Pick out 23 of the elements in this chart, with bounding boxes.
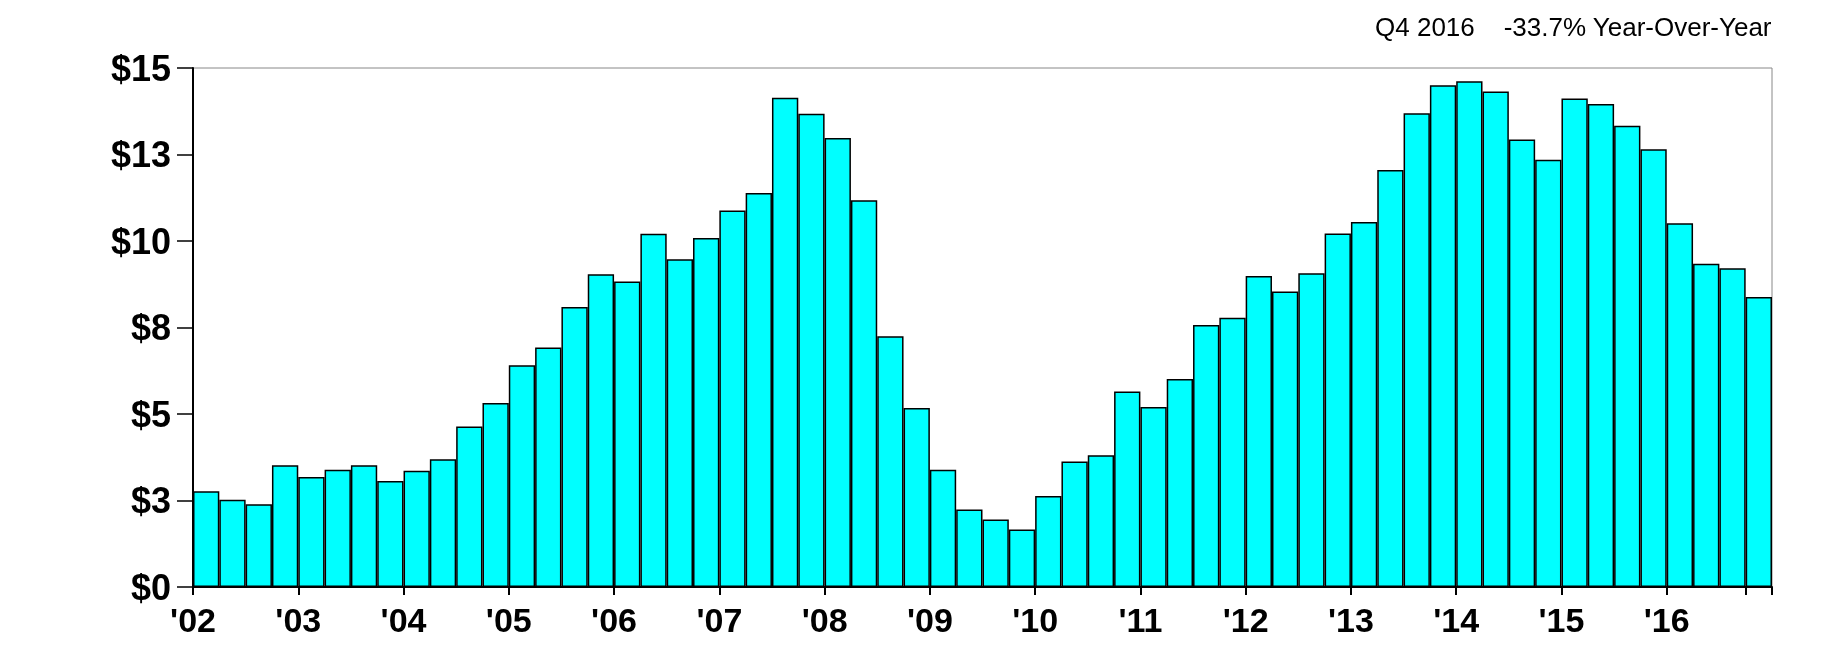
x-tick-label: '06 — [591, 601, 638, 639]
x-tick-label: '08 — [801, 601, 848, 639]
x-tick-label: '09 — [906, 601, 953, 639]
x-tick-label: '14 — [1433, 601, 1480, 639]
y-tick-label: $15 — [110, 47, 171, 89]
x-tick-label: '16 — [1643, 601, 1690, 639]
y-tick-label: $10 — [110, 220, 171, 262]
x-tick-label: '05 — [485, 601, 532, 639]
x-tick-label: '10 — [1012, 601, 1059, 639]
x-tick-label: '07 — [696, 601, 743, 639]
x-tick-label: '02 — [170, 601, 216, 639]
y-tick-label: $13 — [110, 134, 171, 175]
x-tick-label: '12 — [1222, 601, 1269, 639]
text: Q4 2016 -33.7% Year-Over-Year — [1375, 12, 1772, 42]
y-tick-label: $0 — [130, 566, 171, 608]
y-tick-label: $3 — [130, 480, 171, 521]
y-tick-label: $5 — [130, 393, 171, 435]
x-tick-label: '04 — [380, 601, 427, 639]
x-tick-label: '11 — [1118, 601, 1163, 639]
x-tick-label: '13 — [1327, 601, 1374, 639]
y-tick-label: $8 — [130, 307, 171, 348]
x-tick-label: '03 — [275, 601, 322, 639]
x-tick-label: '15 — [1538, 601, 1585, 639]
